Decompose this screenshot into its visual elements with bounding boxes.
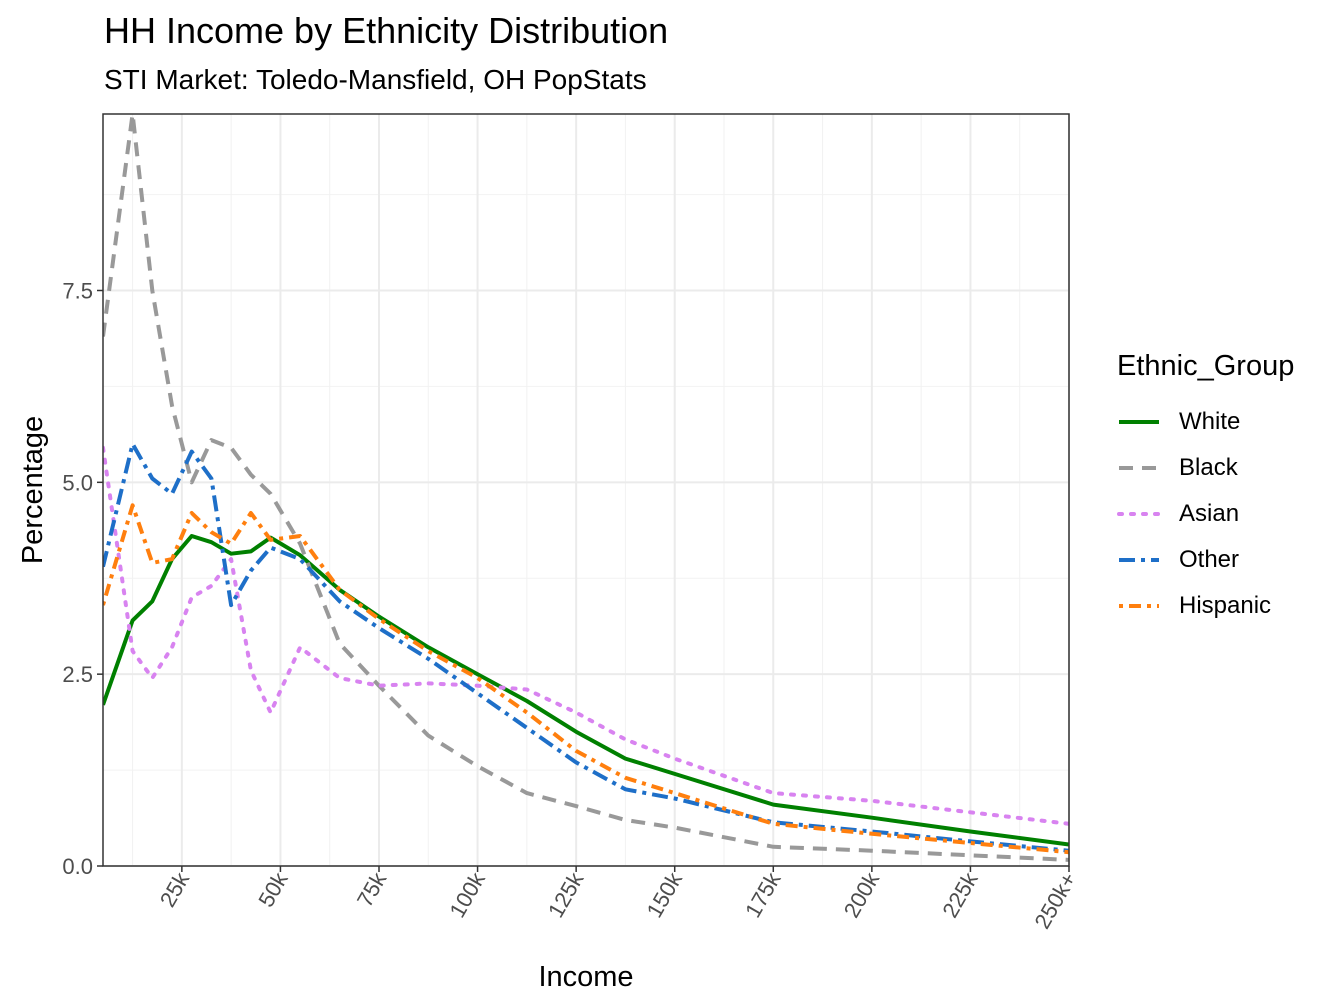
- y-tick-label: 2.5: [62, 662, 93, 687]
- x-tick-label: 100k: [444, 867, 490, 922]
- plot-panel: [103, 114, 1069, 866]
- series-line-white: [103, 534, 1069, 847]
- series-line-asian: [103, 445, 1069, 826]
- legend-label: White: [1179, 408, 1241, 435]
- legend-title: Ethnic_Group: [1117, 350, 1295, 382]
- chart-subtitle: STI Market: Toledo-Mansfield, OH PopStat…: [104, 64, 647, 95]
- y-tick-label: 7.5: [62, 278, 93, 303]
- x-tick-label: 75k: [352, 867, 392, 911]
- legend-label: Hispanic: [1179, 592, 1272, 619]
- legend-items: White Black Asian Other Hispanic: [1117, 399, 1294, 629]
- legend-item-black: Black: [1117, 445, 1294, 491]
- x-tick-label: 25k: [155, 867, 195, 911]
- y-axis-title: Percentage: [17, 416, 49, 564]
- series-line-black: [103, 114, 1069, 862]
- chart-title: HH Income by Ethnicity Distribution: [104, 10, 669, 51]
- y-axis-ticks: 0.0 2.5 5.0 7.5: [62, 278, 103, 879]
- x-axis-title: Income: [538, 961, 633, 993]
- y-tick-label: 5.0: [62, 470, 93, 495]
- legend-key-hispanic: [1119, 604, 1159, 608]
- x-tick-label: 125k: [543, 867, 589, 922]
- plot-border: [102, 113, 1070, 867]
- series-lines: [103, 114, 1069, 862]
- x-tick-label: 250k+: [1029, 868, 1081, 933]
- legend-label: Black: [1179, 454, 1238, 481]
- x-tick-label: 200k: [839, 867, 885, 922]
- series-line-hispanic: [103, 503, 1069, 855]
- x-tick-label: 225k: [937, 867, 983, 922]
- legend-key-other: [1119, 558, 1159, 562]
- legend-item-white: White: [1117, 399, 1294, 445]
- x-axis-ticks: 25k 50k 75k 100k 125k 150k 175k 200k 225k 250k+: [155, 866, 1081, 933]
- x-tick-label: 50k: [253, 867, 293, 911]
- minor-gridlines: [103, 114, 1069, 866]
- legend-label: Other: [1179, 546, 1240, 573]
- y-tick-label: 0.0: [62, 854, 93, 879]
- legend: Ethnic_Group White Black Asian Other Hispani…: [1117, 350, 1294, 629]
- x-tick-label: 175k: [740, 867, 786, 922]
- legend-item-other: Other: [1117, 537, 1294, 583]
- legend-item-asian: Asian: [1117, 491, 1294, 537]
- x-tick-label: 150k: [642, 867, 688, 922]
- legend-item-hispanic: Hispanic: [1117, 583, 1294, 629]
- legend-key-asian: [1117, 512, 1161, 516]
- legend-label: Asian: [1179, 500, 1240, 527]
- legend-key-white: [1119, 420, 1159, 424]
- legend-key-black: [1119, 466, 1159, 470]
